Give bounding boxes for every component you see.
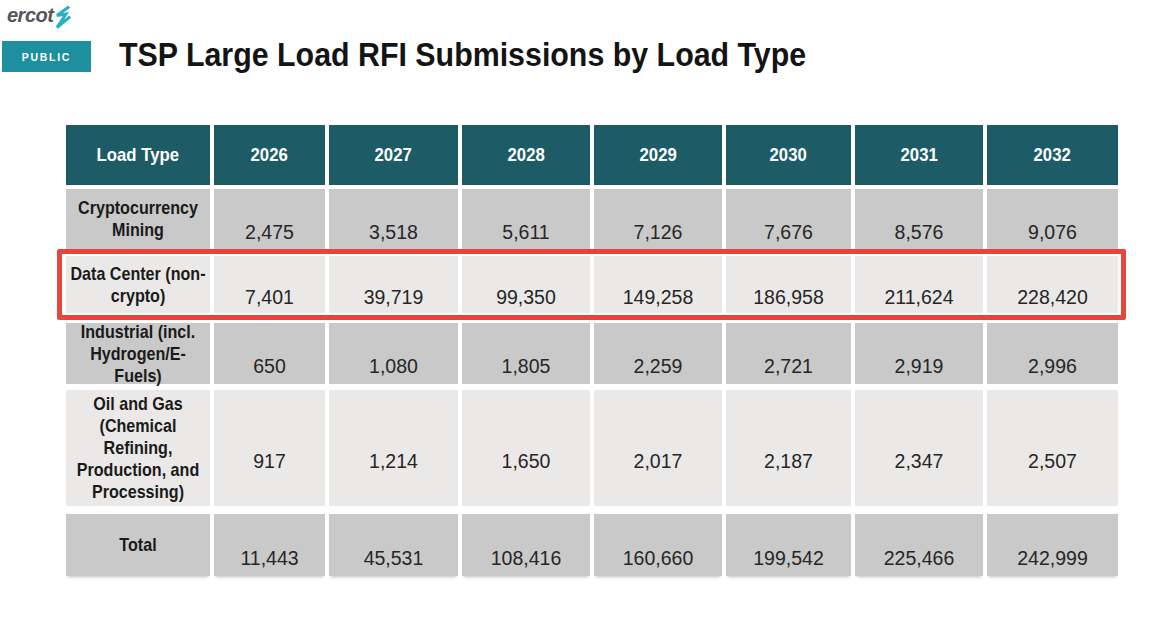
value-cell: 225,466 bbox=[855, 514, 983, 576]
value-cell: 2,996 bbox=[987, 323, 1118, 384]
value-text: 2,721 bbox=[764, 355, 813, 378]
value-cell: 2,475 bbox=[214, 189, 325, 249]
page-title: TSP Large Load RFI Submissions by Load T… bbox=[119, 38, 806, 71]
value-text: 225,466 bbox=[884, 547, 955, 570]
value-cell: 1,080 bbox=[329, 323, 458, 384]
value-cell: 160,660 bbox=[594, 514, 722, 576]
header-cell-2030: 2030 bbox=[726, 125, 851, 185]
header-text: 2031 bbox=[900, 144, 937, 166]
value-cell: 917 bbox=[214, 390, 325, 506]
value-text: 11,443 bbox=[240, 547, 298, 570]
table-row-cryptocurrency-mining: Cryptocurrency Mining 2,475 3,518 5,611 … bbox=[66, 189, 1118, 249]
value-cell: 2,347 bbox=[855, 390, 983, 506]
value-text: 2,507 bbox=[1028, 450, 1077, 473]
table-row-total: Total 11,443 45,531 108,416 160,660 199,… bbox=[66, 514, 1118, 576]
value-cell: 2,017 bbox=[594, 390, 722, 506]
value-text: 108,416 bbox=[491, 547, 562, 570]
ercot-bolt-icon bbox=[54, 6, 73, 31]
value-cell: 199,542 bbox=[726, 514, 851, 576]
highlight-rectangle bbox=[57, 249, 1126, 320]
header-text: 2029 bbox=[639, 144, 676, 166]
value-text: 2,017 bbox=[634, 450, 683, 473]
value-text: 2,347 bbox=[895, 450, 944, 473]
value-text: 917 bbox=[253, 450, 286, 473]
header-cell-2032: 2032 bbox=[987, 125, 1118, 185]
ercot-logo-text: ercot bbox=[7, 4, 53, 27]
table-row-oil-and-gas: Oil and Gas (Chemical Refining, Producti… bbox=[66, 390, 1118, 506]
header-text: 2028 bbox=[507, 144, 544, 166]
value-cell: 2,919 bbox=[855, 323, 983, 384]
value-text: 45,531 bbox=[364, 547, 424, 570]
row-label-text: Industrial (incl. Hydrogen/E- Fuels) bbox=[66, 321, 210, 387]
value-text: 2,475 bbox=[245, 221, 294, 244]
value-text: 242,999 bbox=[1017, 547, 1088, 570]
value-cell: 8,576 bbox=[855, 189, 983, 249]
value-text: 9,076 bbox=[1028, 221, 1077, 244]
value-text: 3,518 bbox=[369, 221, 418, 244]
row-label-cell: Oil and Gas (Chemical Refining, Producti… bbox=[66, 390, 210, 506]
value-text: 5,611 bbox=[502, 221, 549, 244]
value-cell: 3,518 bbox=[329, 189, 458, 249]
header-cell-2029: 2029 bbox=[594, 125, 722, 185]
header-cell-2031: 2031 bbox=[855, 125, 983, 185]
public-badge: PUBLIC bbox=[2, 41, 91, 72]
value-cell: 7,126 bbox=[594, 189, 722, 249]
value-text: 1,805 bbox=[502, 355, 551, 378]
value-cell: 2,507 bbox=[987, 390, 1118, 506]
header-cell-2027: 2027 bbox=[329, 125, 458, 185]
header-text: 2030 bbox=[770, 144, 807, 166]
value-text: 1,650 bbox=[502, 450, 551, 473]
table-row-industrial: Industrial (incl. Hydrogen/E- Fuels) 650… bbox=[66, 323, 1118, 384]
value-cell: 2,721 bbox=[726, 323, 851, 384]
value-cell: 242,999 bbox=[987, 514, 1118, 576]
value-cell: 7,676 bbox=[726, 189, 851, 249]
header-text: Load Type bbox=[97, 144, 179, 166]
value-cell: 2,187 bbox=[726, 390, 851, 506]
value-text: 2,187 bbox=[764, 450, 813, 473]
value-cell: 108,416 bbox=[462, 514, 590, 576]
row-label-cell: Industrial (incl. Hydrogen/E- Fuels) bbox=[66, 323, 210, 384]
header-text: 2032 bbox=[1034, 144, 1071, 166]
table-header-row: Load Type 2026 2027 2028 2029 2030 2031 … bbox=[66, 125, 1118, 185]
value-text: 199,542 bbox=[753, 547, 824, 570]
value-text: 1,080 bbox=[369, 355, 418, 378]
header-cell-2028: 2028 bbox=[462, 125, 590, 185]
value-cell: 1,214 bbox=[329, 390, 458, 506]
value-text: 160,660 bbox=[623, 547, 694, 570]
value-cell: 11,443 bbox=[214, 514, 325, 576]
slide: ercot PUBLIC TSP Large Load RFI Submissi… bbox=[0, 0, 1150, 621]
ercot-logo: ercot bbox=[7, 4, 73, 31]
header-text: 2027 bbox=[375, 144, 412, 166]
value-text: 7,676 bbox=[764, 221, 813, 244]
header-text: 2026 bbox=[251, 144, 288, 166]
value-cell: 5,611 bbox=[462, 189, 590, 249]
row-label-text: Oil and Gas (Chemical Refining, Producti… bbox=[66, 393, 210, 503]
value-cell: 9,076 bbox=[987, 189, 1118, 249]
value-text: 2,259 bbox=[634, 355, 683, 378]
header-cell-2026: 2026 bbox=[214, 125, 325, 185]
value-cell: 45,531 bbox=[329, 514, 458, 576]
value-cell: 1,650 bbox=[462, 390, 590, 506]
value-text: 2,919 bbox=[895, 355, 944, 378]
value-text: 2,996 bbox=[1028, 355, 1077, 378]
value-text: 7,126 bbox=[634, 221, 683, 244]
load-type-table: Load Type 2026 2027 2028 2029 2030 2031 … bbox=[66, 125, 1118, 576]
row-label-text: Cryptocurrency Mining bbox=[66, 197, 210, 241]
row-label-cell: Cryptocurrency Mining bbox=[66, 189, 210, 249]
value-text: 650 bbox=[253, 355, 286, 378]
value-cell: 2,259 bbox=[594, 323, 722, 384]
value-cell: 1,805 bbox=[462, 323, 590, 384]
row-label-cell: Total bbox=[66, 514, 210, 576]
header-cell-load-type: Load Type bbox=[66, 125, 210, 185]
row-label-text: Total bbox=[66, 534, 210, 556]
value-text: 8,576 bbox=[895, 221, 944, 244]
value-text: 1,214 bbox=[369, 450, 418, 473]
value-cell: 650 bbox=[214, 323, 325, 384]
